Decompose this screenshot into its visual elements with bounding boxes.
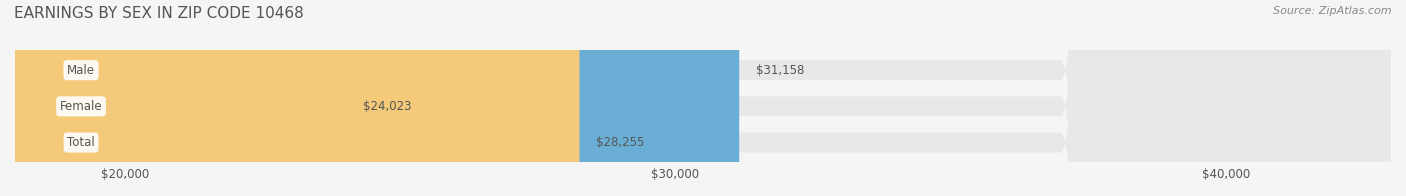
Text: Female: Female — [59, 100, 103, 113]
Text: Male: Male — [67, 64, 96, 77]
FancyBboxPatch shape — [15, 0, 1391, 196]
FancyBboxPatch shape — [15, 0, 1391, 196]
Text: Total: Total — [67, 136, 96, 149]
Text: EARNINGS BY SEX IN ZIP CODE 10468: EARNINGS BY SEX IN ZIP CODE 10468 — [14, 6, 304, 21]
FancyBboxPatch shape — [15, 0, 346, 196]
Text: Source: ZipAtlas.com: Source: ZipAtlas.com — [1274, 6, 1392, 16]
FancyBboxPatch shape — [15, 0, 740, 196]
FancyBboxPatch shape — [15, 0, 579, 196]
Text: $28,255: $28,255 — [596, 136, 644, 149]
Text: $31,158: $31,158 — [756, 64, 804, 77]
Text: $24,023: $24,023 — [363, 100, 412, 113]
FancyBboxPatch shape — [15, 0, 1391, 196]
